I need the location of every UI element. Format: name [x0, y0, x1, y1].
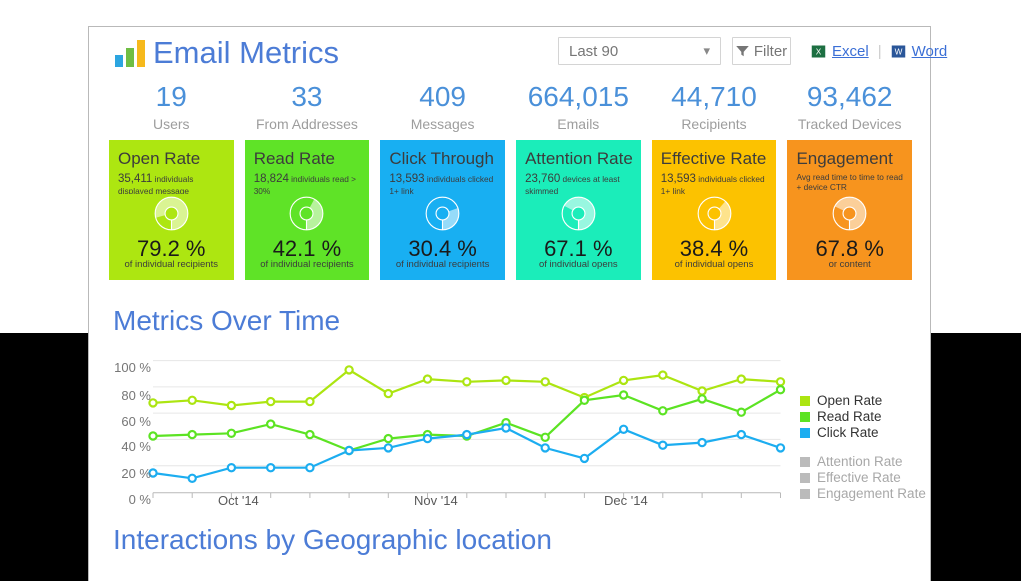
svg-text:X: X	[816, 47, 822, 56]
svg-text:W: W	[894, 47, 902, 56]
